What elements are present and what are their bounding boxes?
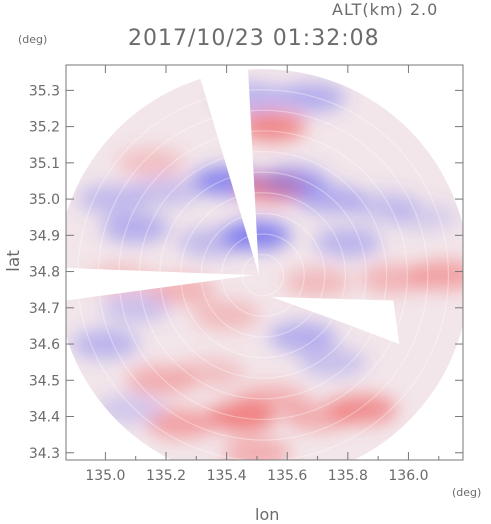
y-unit-label: (deg) [18, 33, 48, 46]
echo-cell [177, 358, 246, 389]
echo-cell [283, 267, 352, 298]
echo-cell [298, 347, 367, 378]
y-tick-label: 34.7 [29, 301, 60, 317]
x-unit-label: (deg) [452, 486, 482, 499]
x-tick-label: 135.8 [328, 468, 368, 484]
echo-cell [192, 300, 261, 331]
y-tick-label: 35.3 [29, 83, 60, 99]
no-data-gap [270, 296, 400, 345]
echo-cell [410, 260, 463, 291]
echo-cell [389, 202, 458, 233]
altitude-label: ALT(km) 2.0 [332, 0, 439, 19]
echo-cell [328, 394, 397, 425]
x-tick-label: 135.2 [146, 468, 186, 484]
echo-cell [207, 401, 276, 432]
echo-cell [71, 329, 140, 360]
echo-cell [125, 365, 194, 396]
y-tick-label: 34.3 [29, 446, 60, 462]
y-tick-label: 35.1 [29, 156, 60, 172]
x-tick-label: 136.0 [388, 468, 428, 484]
echo-cell [313, 227, 382, 258]
echo-cell [177, 227, 246, 258]
echo-cell [359, 263, 428, 294]
x-tick-label: 135.6 [267, 468, 307, 484]
x-ticks: 135.0 135.2 135.4 135.6 135.8 136.0 [85, 65, 440, 484]
echo-cell [132, 176, 201, 207]
y-tick-label: 34.6 [29, 337, 60, 353]
echo-cell [222, 437, 291, 460]
x-axis-label: lon [255, 505, 280, 524]
echo-cell [77, 184, 146, 215]
y-ticks: 34.3 34.4 34.5 34.6 34.7 34.8 34.9 35.0 35.1 35.2… [29, 83, 463, 462]
echo-cell [277, 82, 346, 113]
chart-timestamp: 2017/10/23 01:32:08 [128, 26, 380, 51]
y-tick-label: 35.2 [29, 120, 60, 136]
radar-disc [66, 69, 463, 460]
x-tick-label: 135.0 [85, 468, 125, 484]
echo-cell [295, 184, 364, 215]
x-tick-label: 135.4 [207, 468, 247, 484]
echo-cell [116, 147, 185, 178]
y-tick-label: 34.8 [29, 265, 60, 281]
echo-cell [101, 213, 170, 244]
y-tick-label: 34.9 [29, 228, 60, 244]
no-data-gap [196, 69, 259, 276]
echo-cell [101, 292, 170, 323]
y-tick-label: 35.0 [29, 192, 60, 208]
y-tick-label: 34.5 [29, 373, 60, 389]
radar-field [66, 69, 463, 460]
echo-cell [147, 408, 216, 439]
y-tick-label: 34.4 [29, 410, 60, 426]
echo-cell [268, 321, 337, 352]
plot-frame [65, 64, 464, 461]
echo-cell [238, 111, 307, 142]
no-data-gap [66, 267, 253, 301]
